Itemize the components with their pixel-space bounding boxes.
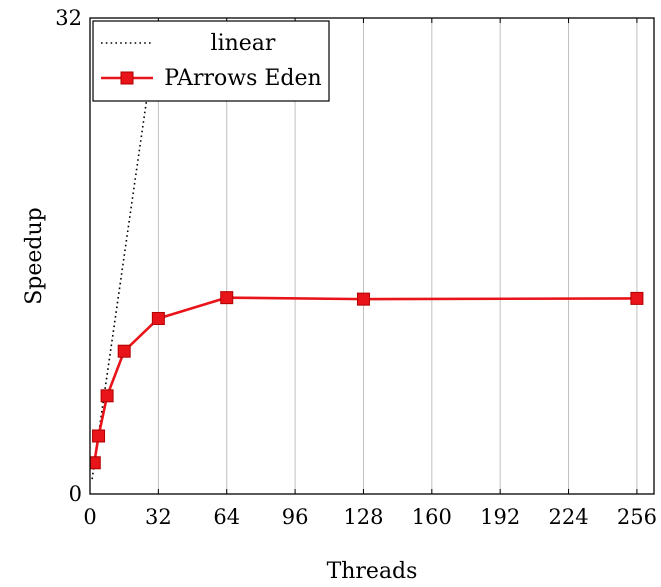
legend-box (92, 20, 330, 102)
y-axis-title: Speedup (22, 207, 47, 305)
legend-marker-1 (120, 71, 134, 85)
x-tick-label: 64 (213, 505, 240, 529)
x-tick-label: 224 (548, 505, 588, 529)
plot-frame (89, 17, 655, 495)
data-point (100, 389, 114, 403)
legend-label-1: PArrows Eden (164, 66, 321, 91)
data-point (90, 456, 101, 470)
y-tick-label: 32 (55, 6, 82, 30)
x-tick-label: 32 (145, 505, 172, 529)
x-axis-title: Threads (327, 559, 418, 584)
y-tick-label: 0 (69, 482, 82, 506)
data-point (630, 291, 644, 305)
series-layer (90, 18, 644, 480)
legend: linear PArrows Eden (92, 20, 330, 102)
x-tick-label: 192 (480, 505, 520, 529)
data-point (151, 311, 165, 325)
data-point (220, 291, 234, 305)
x-tick-label: 0 (83, 505, 96, 529)
data-point (117, 344, 131, 358)
data-point (92, 429, 106, 443)
data-point (356, 292, 370, 306)
legend-label-0: linear (211, 31, 276, 56)
x-tick-label: 256 (617, 505, 657, 529)
x-tick-label: 160 (412, 505, 452, 529)
x-tick-label: 128 (343, 505, 383, 529)
series-line-1 (92, 296, 637, 463)
axis-ticks: 0 32 64 96 128 160 192 224 256 0 32 (55, 6, 657, 529)
x-tick-label: 96 (282, 505, 309, 529)
